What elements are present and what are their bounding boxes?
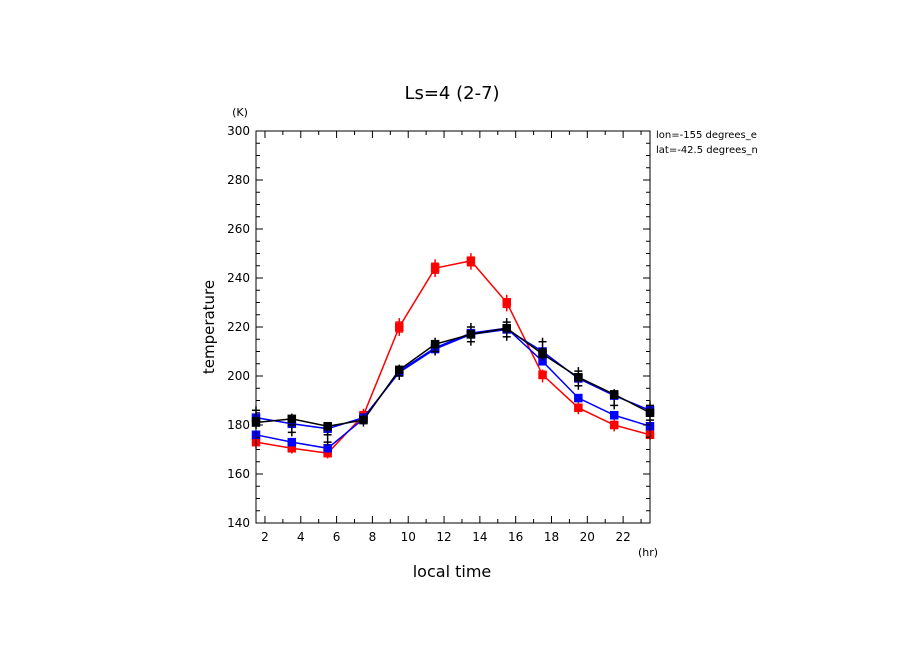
y-tick-label: 200: [227, 369, 250, 383]
series-marker-3-5: [430, 339, 440, 349]
series-marker-0-9: [574, 403, 583, 413]
x-tick-label: 18: [544, 530, 559, 544]
series-marker-2-1: [287, 437, 297, 447]
y-tick-label: 280: [227, 173, 250, 187]
axis-layer: 140 160 180 200 220 240 260 280 300 2 4 6 8 10 12 14 16 1…: [227, 124, 651, 544]
y-unit-label: (K): [232, 106, 248, 119]
x-tick-label: 8: [369, 530, 377, 544]
x-tick-label: 20: [580, 530, 595, 544]
y-tick-label: 300: [227, 124, 250, 138]
annotation-lat: lat=-42.5 degrees_n: [656, 145, 758, 156]
series-line-0: [255, 260, 651, 454]
y-tick-label: 220: [227, 320, 250, 334]
x-tick-label: 4: [297, 530, 305, 544]
x-tick-label: 10: [401, 530, 416, 544]
series-marker-3-6: [466, 330, 476, 339]
series-marker-0-8: [538, 370, 547, 380]
series-marker-3-3: [359, 415, 368, 425]
series-marker-0-7: [502, 298, 511, 307]
series-marker-0-4: [395, 322, 404, 332]
x-axis-label: local time: [413, 562, 492, 581]
y-axis-label: temperature: [200, 280, 218, 374]
series-line-3: [255, 327, 651, 427]
series-marker-3-2: [323, 421, 332, 431]
series-marker-2-10: [609, 410, 619, 420]
x-tick-label: 6: [333, 530, 341, 544]
series-marker-3-1: [287, 414, 297, 424]
x-unit-label: (hr): [638, 546, 658, 559]
series-marker-3-10: [609, 390, 619, 399]
annotation-lon: lon=-155 degrees_e: [656, 130, 757, 141]
y-tick-label: 240: [227, 271, 250, 285]
x-tick-label: 12: [436, 530, 451, 544]
x-tick-label: 22: [615, 530, 630, 544]
series-line-1: [255, 328, 651, 430]
series-marker-0-10: [609, 420, 619, 430]
series-marker-2-9: [574, 393, 583, 403]
series-marker-0-5: [430, 263, 440, 273]
series-marker-3-4: [395, 365, 404, 375]
y-tick-label: 260: [227, 222, 250, 236]
series-marker-0-6: [466, 256, 476, 266]
y-tick-label: 160: [227, 467, 250, 481]
x-tick-label: 2: [261, 530, 269, 544]
series-marker-3-9: [574, 372, 583, 382]
series-layer: [251, 253, 655, 459]
series-line-2: [255, 327, 651, 450]
x-tick-label: 14: [472, 530, 487, 544]
x-tick-label: 16: [508, 530, 523, 544]
y-tick-label: 180: [227, 418, 250, 432]
series-marker-3-8: [538, 349, 547, 359]
plot-frame: [255, 130, 651, 524]
y-tick-label: 140: [227, 516, 250, 530]
series-marker-3-7: [502, 323, 511, 333]
chart-title: Ls=4 (2-7): [404, 83, 499, 104]
